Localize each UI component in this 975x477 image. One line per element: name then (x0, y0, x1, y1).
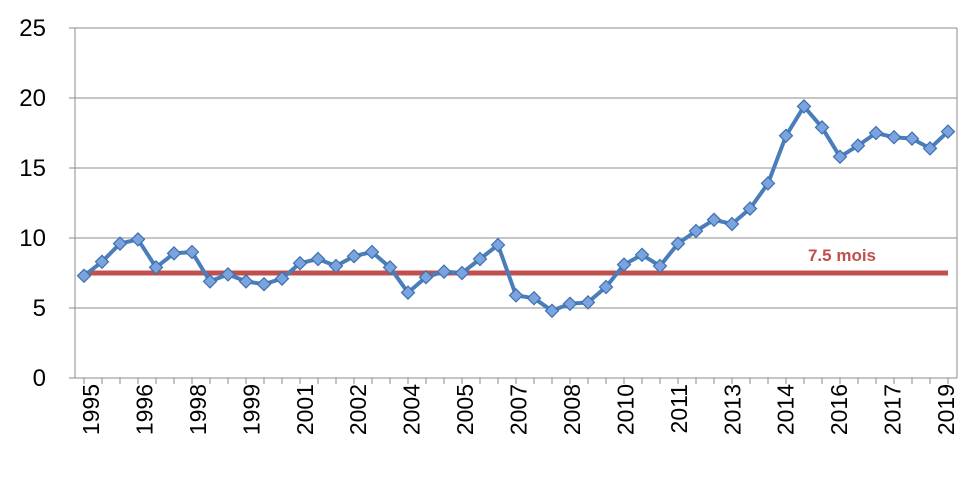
y-tick-label: 15 (19, 155, 46, 182)
y-tick-label: 5 (33, 295, 46, 322)
data-point-marker (202, 274, 218, 289)
x-tick-label: 1995 (78, 384, 104, 435)
x-tick-label: 2008 (559, 384, 585, 435)
x-tick-label: 2019 (933, 384, 959, 435)
x-tick-label: 2005 (452, 384, 478, 435)
x-tick-label: 2002 (345, 384, 371, 435)
data-point-marker (310, 251, 326, 267)
data-point-marker (76, 268, 92, 284)
data-point-marker (166, 246, 182, 261)
data-point-marker (760, 176, 776, 191)
y-tick-label: 25 (19, 15, 46, 42)
x-tick-label: 2016 (826, 384, 852, 435)
data-point-marker (292, 255, 308, 271)
data-point-marker (328, 258, 344, 274)
data-point-marker (490, 237, 506, 253)
data-point-marker (346, 248, 362, 264)
data-point-marker (814, 120, 830, 135)
x-axis-ticks: 1995 1996 1998 1999 2001 2002 2004 2005 2007 2008… (78, 378, 959, 435)
x-tick-label: 2007 (506, 384, 532, 435)
data-point-marker (220, 267, 236, 282)
data-point-marker (850, 138, 866, 153)
data-point-marker (436, 264, 452, 279)
reference-line-label: 7.5 mois (808, 246, 876, 265)
data-point-marker (274, 271, 290, 286)
data-point-marker (508, 288, 524, 303)
data-point-marker (940, 124, 956, 139)
data-point-marker (130, 232, 146, 247)
y-tick-label: 0 (33, 365, 46, 392)
data-point-marker (598, 279, 614, 295)
data-point-marker (256, 276, 272, 292)
data-point-marker (472, 251, 488, 267)
data-point-marker (688, 223, 704, 239)
axes (74, 27, 958, 379)
x-tick-label: 2011 (666, 384, 692, 433)
data-point-marker (832, 149, 848, 165)
data-point-marker (670, 236, 686, 251)
y-axis-ticks: 0 5 10 15 20 25 (19, 15, 75, 392)
data-point-marker (112, 236, 128, 251)
data-point-marker (652, 258, 668, 274)
data-point-marker (922, 141, 938, 156)
y-tick-label: 10 (19, 225, 46, 252)
x-tick-label: 2014 (773, 384, 799, 435)
data-point-marker (796, 99, 812, 114)
data-point-marker (580, 295, 596, 310)
data-point-marker (634, 247, 650, 263)
data-point-marker (184, 244, 200, 260)
y-tick-label: 20 (19, 85, 46, 112)
data-point-marker (886, 129, 902, 145)
data-point-marker (868, 125, 884, 141)
x-tick-label: 1998 (185, 384, 211, 435)
data-point-marker (616, 257, 632, 272)
x-tick-label: 2017 (880, 384, 906, 435)
x-tick-label: 2001 (292, 384, 318, 435)
data-point-marker (778, 128, 794, 144)
data-point-marker (544, 303, 560, 319)
x-tick-label: 1999 (238, 384, 264, 435)
data-point-marker (364, 244, 380, 260)
data-point-marker (238, 274, 254, 289)
reference-line-group: 7.5 mois (84, 246, 948, 276)
data-point-marker (382, 260, 398, 275)
data-point-marker (418, 269, 434, 285)
data-point-marker (94, 254, 110, 270)
data-point-marker (724, 216, 740, 232)
x-tick-label: 2004 (399, 384, 425, 435)
data-point-marker (400, 285, 416, 300)
x-tick-label: 2013 (719, 384, 745, 435)
x-tick-label: 2010 (612, 384, 638, 435)
x-tick-label: 1996 (131, 384, 157, 435)
gridlines (75, 27, 957, 309)
data-point-marker (148, 260, 164, 275)
data-point-marker (742, 201, 758, 216)
data-point-marker (706, 212, 722, 228)
data-point-marker (526, 290, 542, 306)
series-group (76, 99, 956, 319)
data-point-marker (562, 296, 578, 312)
data-point-marker (904, 131, 920, 146)
data-point-marker (454, 265, 470, 281)
